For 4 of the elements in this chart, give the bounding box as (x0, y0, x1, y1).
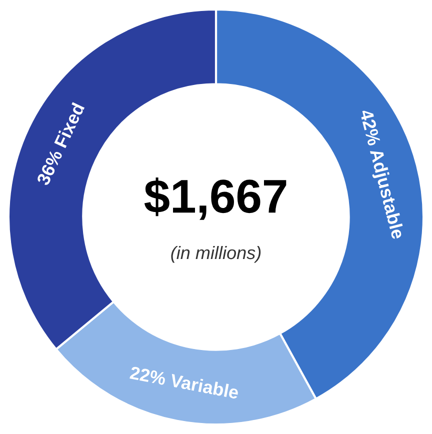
text: $1,667 (144, 178, 286, 220)
slice-label: 22% Variable (130, 366, 240, 400)
text: (in millions) (171, 246, 261, 263)
slice-label: 36% Fixed (36, 102, 85, 186)
